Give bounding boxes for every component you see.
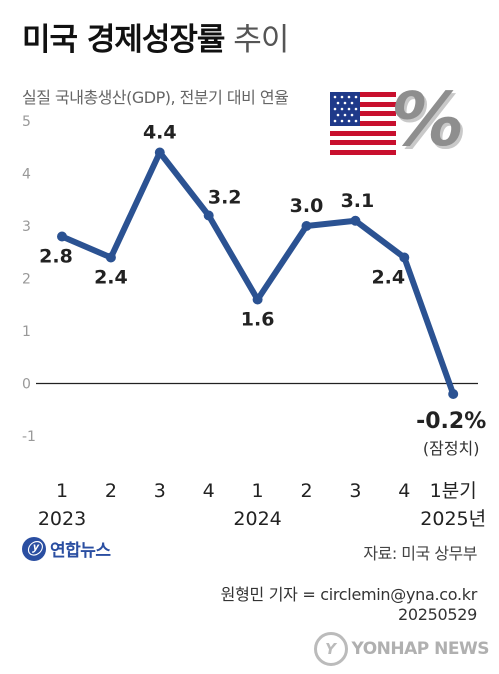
y-tick-label: 1 (22, 324, 31, 340)
year-label: 2025년 (420, 508, 486, 530)
chart-title: 미국 경제성장률 추이 (22, 14, 289, 59)
us-flag-icon (330, 92, 396, 155)
data-label: 2.4 (371, 267, 405, 289)
data-label: 1.6 (241, 309, 275, 331)
x-tick-label: 1 (252, 480, 264, 502)
y-axis: -1 0 1 2 3 4 5 (22, 114, 36, 445)
x-axis: 1 2 3 4 1 2 3 4 1분기 2023 2024 2025년 (38, 480, 486, 530)
watermark: Y YONHAP NEWS (313, 632, 490, 666)
data-point (252, 294, 263, 305)
data-point (448, 389, 459, 399)
y-tick-label: 5 (22, 114, 31, 130)
series (57, 147, 459, 399)
data-label: 2.8 (39, 246, 73, 268)
watermark-icon: Y (313, 632, 348, 666)
svg-text:%: % (385, 80, 474, 166)
yonhap-logo: ⓨ 연합뉴스 (22, 536, 111, 561)
x-tick-label: 1 (56, 480, 68, 502)
title-main: 미국 경제성장률 (22, 22, 225, 58)
data-point (203, 210, 214, 221)
x-tick-label: 1분기 (430, 480, 477, 502)
svg-text:%: % (383, 77, 472, 163)
data-point (57, 231, 67, 242)
data-point (105, 252, 116, 263)
data-label: 4.4 (143, 122, 177, 144)
percent-icon: % % (383, 77, 475, 166)
watermark-text: YONHAP NEWS (351, 639, 490, 659)
logo-text: 연합뉴스 (50, 541, 111, 561)
x-tick-label: 2 (300, 480, 312, 502)
data-point (350, 215, 361, 226)
x-tick-label: 3 (154, 480, 166, 502)
x-tick-label: 3 (349, 480, 361, 502)
source-text: 자료: 미국 상무부 (363, 544, 477, 563)
data-labels: 2.8 2.4 4.4 3.2 1.6 3.0 3.1 2.4 -0.2% (잠정치) (39, 122, 486, 459)
data-label: 2.4 (94, 267, 128, 289)
data-label: -0.2% (416, 409, 486, 434)
x-tick-label: 4 (203, 480, 215, 502)
data-point (301, 221, 312, 231)
year-label: 2024 (233, 508, 281, 530)
chart-subtitle: 실질 국내총생산(GDP), 전분기 대비 연율 (22, 88, 289, 107)
y-tick-label: 2 (22, 272, 31, 288)
y-tick-label: -1 (22, 429, 36, 445)
data-label: 3.2 (208, 187, 242, 209)
yonhap-logo-icon: ⓨ (22, 536, 46, 561)
reporter-text: 원형민 기자 = circlemin@yna.co.kr (220, 585, 478, 604)
y-tick-label: 4 (22, 167, 31, 183)
year-label: 2023 (38, 508, 86, 530)
title-sub: 추이 (233, 22, 289, 58)
x-tick-label: 4 (398, 480, 410, 502)
data-point (399, 252, 410, 263)
date-text: 20250529 (397, 605, 477, 624)
y-tick-label: 3 (22, 219, 31, 235)
reporter-info: 원형민 기자 = circlemin@yna.co.kr 20250529 (220, 585, 478, 625)
data-label: 3.0 (290, 195, 324, 217)
x-tick-label: 2 (105, 480, 117, 502)
data-point (154, 147, 165, 158)
provisional-note: (잠정치) (423, 439, 480, 458)
data-label: 3.1 (341, 190, 375, 212)
y-tick-label: 0 (22, 377, 31, 393)
